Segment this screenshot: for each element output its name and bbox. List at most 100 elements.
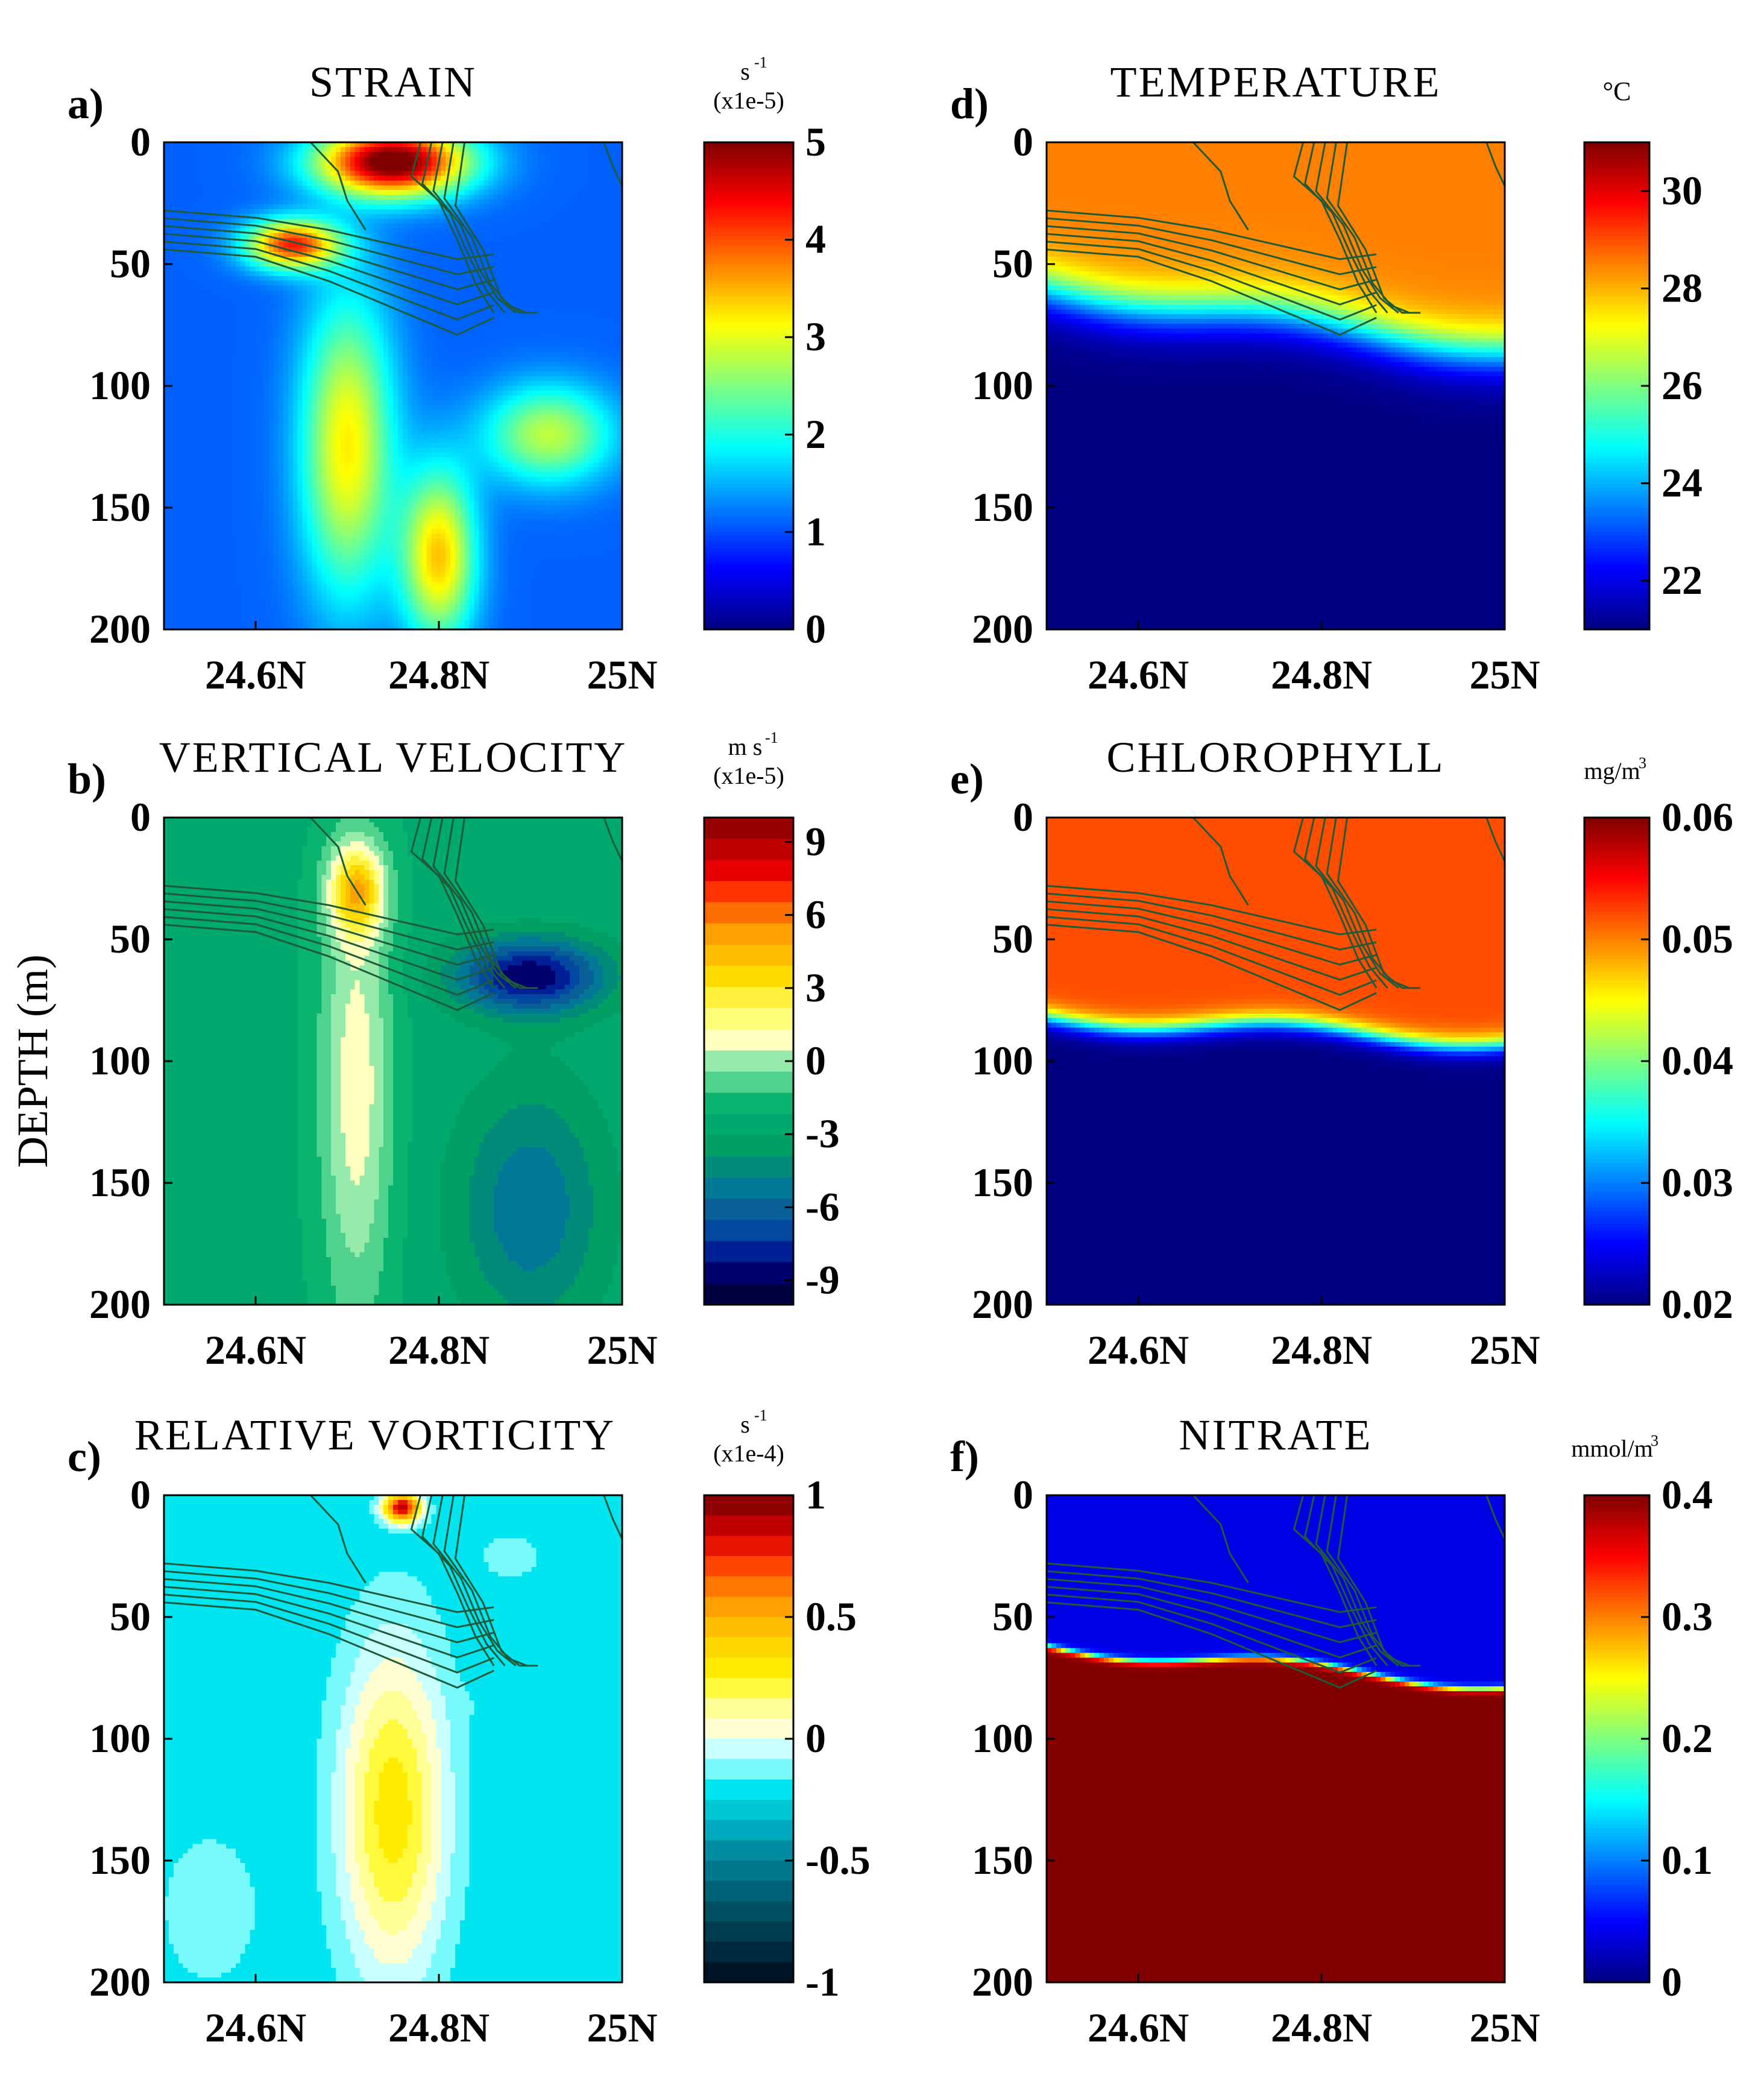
heatmap-cell bbox=[259, 171, 265, 177]
heatmap-cell bbox=[522, 147, 528, 153]
heatmap-cell bbox=[594, 147, 599, 153]
heatmap-cell bbox=[178, 166, 184, 172]
heatmap-cell bbox=[488, 162, 494, 167]
heatmap-cell bbox=[174, 166, 179, 172]
heatmap-cell bbox=[236, 147, 241, 153]
heatmap-cell bbox=[589, 152, 594, 157]
heatmap-cell bbox=[197, 147, 203, 153]
heatmap-cell bbox=[455, 147, 461, 153]
heatmap-cell bbox=[226, 152, 232, 157]
heatmap-cell bbox=[216, 171, 222, 177]
heatmap-cell bbox=[183, 147, 189, 153]
heatmap-cell bbox=[274, 152, 279, 157]
heatmap-cell bbox=[584, 152, 590, 157]
heatmap-cell bbox=[470, 171, 475, 177]
heatmap-cell bbox=[393, 171, 398, 177]
heatmap-cell bbox=[484, 166, 489, 172]
heatmap-cell bbox=[579, 162, 585, 167]
heatmap-cell bbox=[488, 157, 494, 162]
heatmap-cell bbox=[259, 157, 265, 162]
heatmap-cell bbox=[537, 147, 542, 153]
heatmap-cell bbox=[388, 171, 394, 177]
heatmap-cell bbox=[488, 166, 494, 172]
heatmap-cell bbox=[560, 157, 565, 162]
heatmap-cell bbox=[197, 166, 203, 172]
heatmap-cell bbox=[537, 171, 542, 177]
heatmap-cell bbox=[388, 162, 394, 167]
heatmap-cell bbox=[269, 166, 274, 172]
heatmap-cell bbox=[321, 166, 327, 172]
heatmap-cell bbox=[169, 157, 174, 162]
heatmap-cell bbox=[613, 147, 618, 153]
heatmap-cell bbox=[522, 171, 528, 177]
heatmap-cell bbox=[579, 171, 585, 177]
heatmap-cell bbox=[503, 152, 508, 157]
heatmap-cell bbox=[288, 152, 294, 157]
heatmap-cell bbox=[594, 157, 599, 162]
heatmap-cell bbox=[488, 171, 494, 177]
heatmap-cell bbox=[603, 166, 608, 172]
heatmap-cell bbox=[594, 166, 599, 172]
heatmap-cell bbox=[417, 157, 423, 162]
heatmap-cell bbox=[336, 162, 341, 167]
heatmap-cell bbox=[331, 157, 336, 162]
heatmap-cell bbox=[498, 147, 503, 153]
heatmap-cell bbox=[560, 166, 565, 172]
heatmap-cell bbox=[408, 147, 413, 153]
heatmap-cell bbox=[303, 157, 308, 162]
heatmap-cell bbox=[374, 157, 379, 162]
heatmap-cell bbox=[503, 157, 508, 162]
heatmap-cell bbox=[426, 166, 432, 172]
heatmap-cell bbox=[350, 171, 356, 177]
heatmap-cell bbox=[598, 171, 603, 177]
heatmap-cell bbox=[522, 157, 528, 162]
heatmap-cell bbox=[326, 147, 332, 153]
heatmap-cell bbox=[360, 157, 365, 162]
heatmap-cell bbox=[474, 166, 480, 172]
heatmap-cell bbox=[584, 171, 590, 177]
heatmap-cell bbox=[279, 166, 284, 172]
heatmap-cell bbox=[479, 147, 485, 153]
heatmap-cell bbox=[226, 171, 232, 177]
heatmap-cell bbox=[388, 157, 394, 162]
heatmap-cell bbox=[369, 152, 374, 157]
heatmap-cell bbox=[565, 166, 570, 172]
heatmap-cell bbox=[288, 162, 294, 167]
heatmap-cell bbox=[537, 152, 542, 157]
heatmap-cell bbox=[575, 166, 580, 172]
heatmap-cell bbox=[174, 175, 179, 181]
heatmap-cell bbox=[197, 171, 203, 177]
heatmap-cell bbox=[527, 162, 532, 167]
heatmap-cell bbox=[465, 157, 470, 162]
heatmap-cell bbox=[274, 162, 279, 167]
heatmap-cell bbox=[283, 162, 289, 167]
heatmap-cell bbox=[178, 157, 184, 162]
heatmap-cell bbox=[546, 147, 551, 153]
heatmap-cell bbox=[403, 166, 408, 172]
heatmap-cell bbox=[546, 162, 551, 167]
heatmap-cell bbox=[174, 162, 179, 167]
heatmap-cell bbox=[365, 152, 370, 157]
heatmap-cell bbox=[259, 152, 265, 157]
figure: DEPTH (m) 05010015020024.6N 24.8N 25Na) STR… bbox=[0, 0, 1764, 2074]
heatmap-cell bbox=[555, 152, 561, 157]
heatmap-cell bbox=[193, 147, 198, 153]
heatmap-cell bbox=[341, 166, 346, 172]
heatmap-cell bbox=[269, 152, 274, 157]
heatmap-cell bbox=[546, 157, 551, 162]
heatmap-cell bbox=[374, 171, 379, 177]
heatmap-cell bbox=[236, 162, 241, 167]
heatmap-cell bbox=[455, 162, 461, 167]
heatmap-cell bbox=[178, 171, 184, 177]
heatmap-cell bbox=[498, 152, 503, 157]
heatmap-cell bbox=[493, 147, 499, 153]
heatmap-cell bbox=[555, 166, 561, 172]
heatmap-cell bbox=[537, 162, 542, 167]
heatmap-cell bbox=[365, 147, 370, 153]
heatmap-cell bbox=[560, 152, 565, 157]
heatmap-cell bbox=[307, 166, 313, 172]
heatmap-cell bbox=[293, 171, 298, 177]
heatmap-cell bbox=[441, 171, 446, 177]
heatmap-cell bbox=[398, 157, 403, 162]
heatmap-cell bbox=[598, 147, 603, 153]
